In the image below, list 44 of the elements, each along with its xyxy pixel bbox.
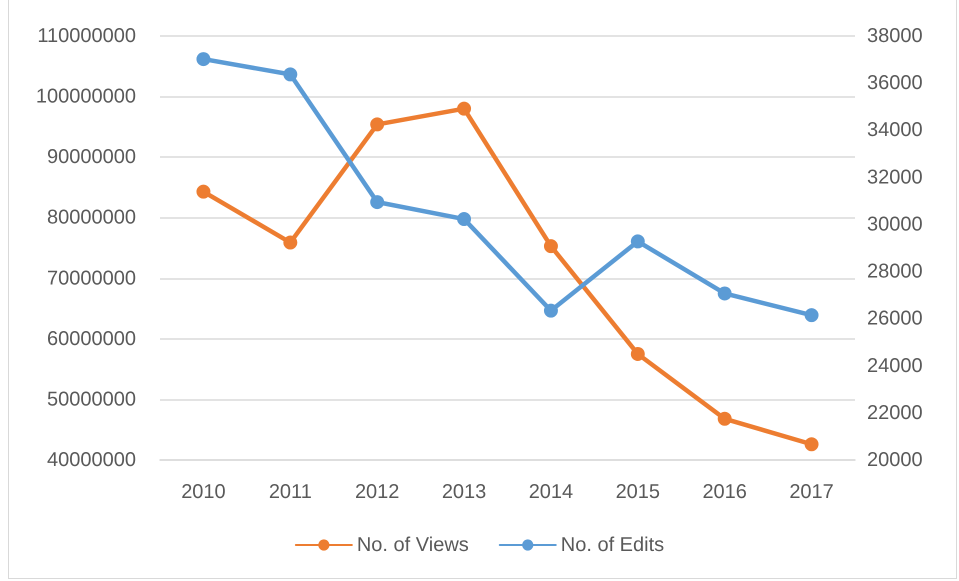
y-tick-label: 100000000 xyxy=(36,86,136,108)
y2-tick-label: 30000 xyxy=(867,213,923,236)
y-tick-label: 40000000 xyxy=(47,449,136,471)
legend-label: No. of Views xyxy=(356,534,469,556)
point xyxy=(370,195,384,210)
y-tick-label: 90000000 xyxy=(47,146,136,168)
point xyxy=(544,239,558,254)
y2-tick-label: 28000 xyxy=(867,260,923,283)
x-tick-label: 2011 xyxy=(268,481,312,503)
point xyxy=(630,234,645,248)
y-tick-label: 50000000 xyxy=(47,388,136,410)
point xyxy=(196,184,210,199)
legend-label: No. of Edits xyxy=(560,534,664,556)
x-tick-label: 2016 xyxy=(702,481,747,503)
y2-tick-label: 38000 xyxy=(867,25,923,47)
x-tick-label: 2017 xyxy=(789,481,834,503)
y-tick-label: 80000000 xyxy=(47,206,136,229)
point xyxy=(718,412,732,426)
y2-tick-label: 22000 xyxy=(867,402,923,424)
x-tick-label: 2013 xyxy=(442,481,486,503)
y2-tick-label: 32000 xyxy=(867,166,923,188)
x-tick-label: 2010 xyxy=(181,481,226,503)
x-tick-label: 2012 xyxy=(354,481,400,503)
y-tick-label: 110000000 xyxy=(37,25,136,47)
x-tick-label: 2015 xyxy=(616,481,660,503)
point xyxy=(196,52,210,66)
point xyxy=(457,212,472,226)
point xyxy=(630,347,645,361)
y-tick-label: 60000000 xyxy=(47,328,136,350)
point xyxy=(283,67,298,82)
y2-tick-label: 26000 xyxy=(867,308,923,330)
y2-tick-label: 20000 xyxy=(867,449,923,471)
point xyxy=(804,308,819,322)
point xyxy=(457,102,472,116)
y-tick-label: 70000000 xyxy=(47,267,136,290)
y2-tick-label: 36000 xyxy=(867,72,923,94)
point xyxy=(283,236,298,250)
point xyxy=(544,304,558,318)
x-tick-label: 2014 xyxy=(528,481,574,503)
point xyxy=(370,117,384,132)
point xyxy=(718,286,732,300)
y2-tick-label: 24000 xyxy=(867,354,923,377)
y2-tick-label: 34000 xyxy=(867,119,923,142)
point xyxy=(804,437,819,452)
